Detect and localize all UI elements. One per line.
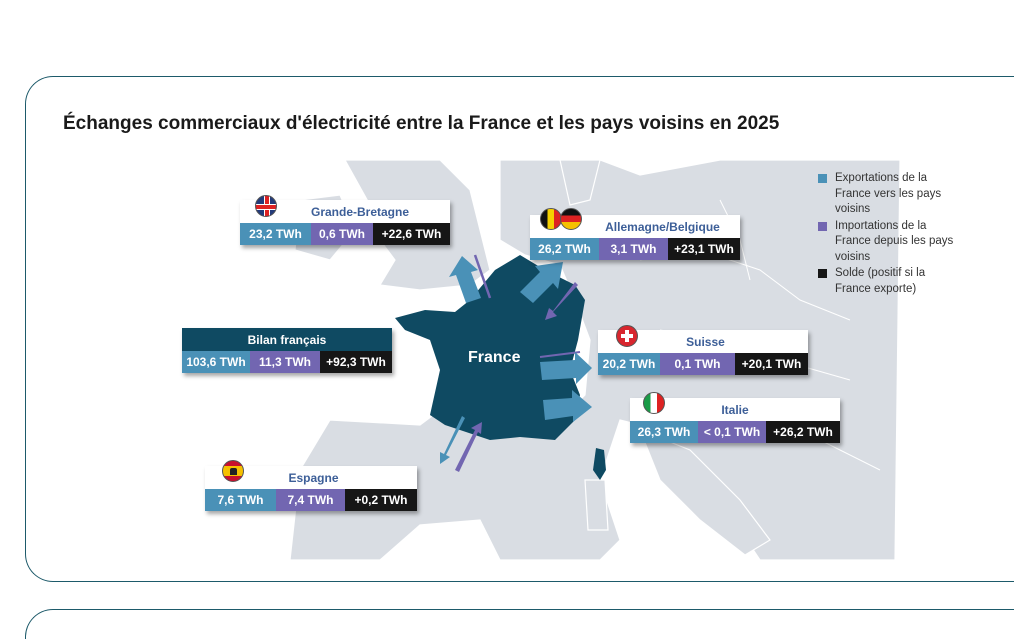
land-italy	[638, 428, 771, 556]
box-allemagne-belgique: Allemagne/Belgique 26,2 TWh 3,1 TWh +23,1 …	[530, 215, 740, 260]
legend-item-imports: Importations de la France depuis les pay…	[818, 219, 965, 266]
exports-value: 26,2 TWh	[530, 238, 599, 260]
balance-value: +23,1 TWh	[668, 238, 740, 260]
export-arrow-it	[543, 390, 592, 422]
imports-value: 0,6 TWh	[311, 223, 373, 245]
legend-swatch	[818, 174, 827, 183]
france-label: France	[468, 349, 521, 366]
imports-value: < 0,1 TWh	[698, 421, 766, 443]
box-espagne: Espagne 7,6 TWh 7,4 TWh +0,2 TWh	[205, 466, 417, 511]
imports-value: 11,3 TWh	[250, 351, 320, 373]
legend-swatch	[818, 221, 827, 231]
balance-value: +26,2 TWh	[766, 421, 840, 443]
spain-flag-icon	[222, 460, 244, 482]
box-bilan-francais: Bilan français 103,6 TWh 11,3 TWh +92,3 TW…	[182, 328, 392, 373]
balance-value: +92,3 TWh	[320, 351, 392, 373]
balance-value: +0,2 TWh	[345, 489, 417, 511]
import-arrow-de	[545, 282, 578, 320]
flow-arrows	[440, 254, 592, 472]
export-arrow-de	[520, 262, 563, 303]
exports-value: 7,6 TWh	[205, 489, 276, 511]
legend: Exportations de la France vers les pays …	[818, 171, 965, 297]
box-italie: Italie 26,3 TWh < 0,1 TWh +26,2 TWh	[630, 398, 840, 443]
legend-item-exports: Exportations de la France vers les pays …	[818, 171, 965, 218]
page-title: Échanges commerciaux d'électricité entre…	[63, 113, 780, 134]
land-corsica	[593, 448, 606, 480]
swiss-flag-icon	[616, 325, 638, 347]
balance-value: +22,6 TWh	[373, 223, 450, 245]
import-arrow-ch	[539, 351, 581, 358]
export-arrow-gb	[449, 256, 481, 303]
balance-value: +20,1 TWh	[735, 353, 808, 375]
exports-value: 20,2 TWh	[598, 353, 660, 375]
legend-swatch	[818, 269, 827, 278]
country-name: Suisse	[598, 330, 808, 353]
exports-value: 23,2 TWh	[240, 223, 311, 245]
import-arrow-gb	[473, 254, 492, 299]
infographic-card	[25, 76, 1014, 582]
box-suisse: Suisse 20,2 TWh 0,1 TWh +20,1 TWh	[598, 330, 808, 375]
land-france	[395, 255, 585, 440]
imports-value: 7,4 TWh	[276, 489, 345, 511]
country-name: Grande-Bretagne	[240, 200, 450, 223]
country-name: Allemagne/Belgique	[530, 215, 740, 238]
box-title: Bilan français	[182, 328, 392, 351]
country-name: Italie	[630, 398, 840, 421]
legend-item-balance: Solde (positif si la France exporte)	[818, 266, 945, 297]
land-sardinia	[584, 479, 609, 531]
uk-flag-icon	[255, 195, 277, 217]
export-arrow-es	[440, 416, 465, 464]
belgium-flag-icon	[540, 208, 562, 230]
country-name: Espagne	[205, 466, 417, 489]
import-arrow-es	[455, 422, 482, 472]
exports-value: 103,6 TWh	[182, 351, 250, 373]
italy-flag-icon	[643, 392, 665, 414]
box-grande-bretagne: Grande-Bretagne 23,2 TWh 0,6 TWh +22,6 TWh	[240, 200, 450, 245]
exports-value: 26,3 TWh	[630, 421, 698, 443]
germany-flag-icon	[560, 208, 582, 230]
imports-value: 0,1 TWh	[660, 353, 735, 375]
imports-value: 3,1 TWh	[599, 238, 668, 260]
land-scandinavia	[559, 159, 601, 206]
export-arrow-ch	[540, 352, 592, 384]
